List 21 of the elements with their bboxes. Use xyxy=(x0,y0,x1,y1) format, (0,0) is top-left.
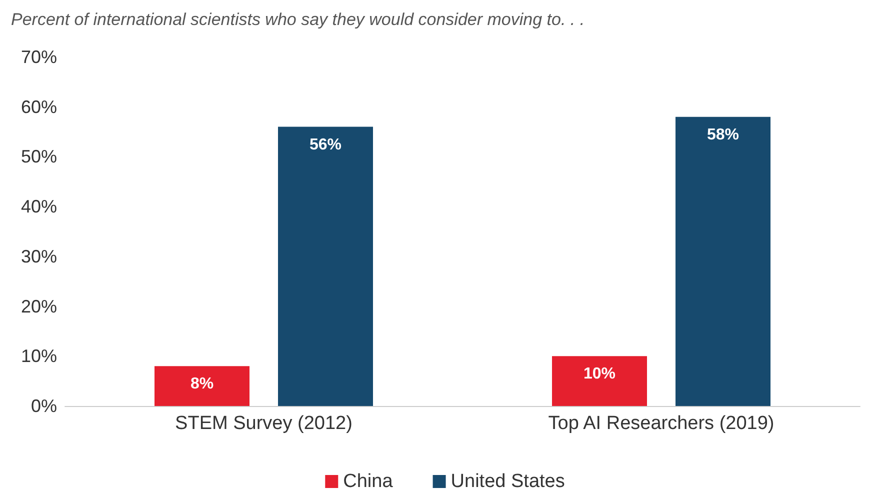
y-tick-label: 0% xyxy=(30,396,57,416)
chart-title: Percent of international scientists who say they would consider moving to. . . xyxy=(11,10,585,29)
data-label: 8% xyxy=(190,376,214,393)
y-tick-label: 20% xyxy=(20,296,57,316)
bar xyxy=(154,366,250,406)
y-tick-label: 10% xyxy=(20,346,57,366)
y-tick-label: 70% xyxy=(20,47,57,67)
bar xyxy=(552,356,647,406)
legend-label: China xyxy=(343,471,394,492)
data-label: 56% xyxy=(309,136,342,154)
y-tick-label: 50% xyxy=(20,146,57,167)
bar xyxy=(676,116,770,406)
data-label: 10% xyxy=(583,366,616,383)
x-tick-label: Top AI Researchers (2019) xyxy=(548,413,774,434)
y-tick-label: 60% xyxy=(20,96,57,117)
data-label: 58% xyxy=(706,126,740,144)
legend-label: United States xyxy=(450,471,565,492)
bar xyxy=(278,126,373,406)
x-tick-label: STEM Survey (2012) xyxy=(175,413,352,434)
y-tick-label: 30% xyxy=(20,246,57,266)
y-tick-label: 40% xyxy=(20,196,57,217)
